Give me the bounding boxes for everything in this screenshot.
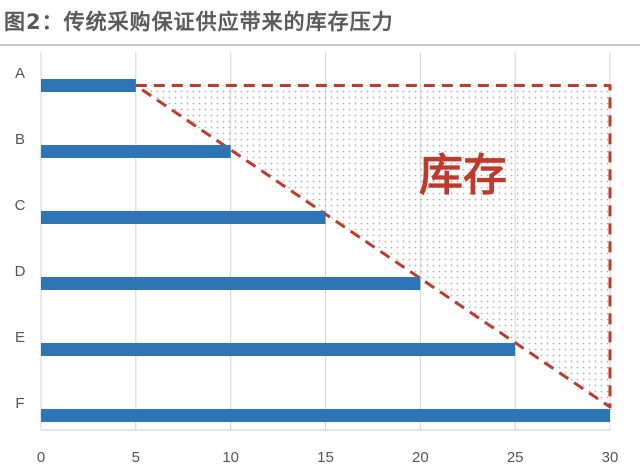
category-label-C: C <box>15 197 26 214</box>
x-tick-label-10: 10 <box>222 449 239 466</box>
bar-A <box>41 79 136 92</box>
category-label-B: B <box>15 131 25 148</box>
bar-E <box>41 343 516 356</box>
bar-B <box>41 145 231 158</box>
category-label-D: D <box>15 263 26 280</box>
inventory-label: 库存 <box>419 150 507 201</box>
bar-C <box>41 211 326 224</box>
x-tick-label-30: 30 <box>602 449 619 466</box>
category-label-E: E <box>15 329 25 346</box>
category-label-F: F <box>15 395 24 412</box>
bar-F <box>41 409 610 422</box>
title-divider <box>0 44 640 46</box>
x-tick-label-15: 15 <box>317 449 334 466</box>
x-tick-label-20: 20 <box>412 449 429 466</box>
category-label-A: A <box>15 65 25 82</box>
x-tick-label-25: 25 <box>507 449 524 466</box>
bars <box>41 79 610 422</box>
figure-title: 图2：传统采购保证供应带来的库存压力 <box>4 10 394 34</box>
inventory-outline <box>134 84 612 409</box>
category-labels: A B C D E F <box>15 65 26 412</box>
x-tick-label-5: 5 <box>132 449 140 466</box>
x-axis-ticks: 0 5 10 15 20 25 30 <box>37 449 619 466</box>
x-tick-label-0: 0 <box>37 449 45 466</box>
inventory-annotation: 库存 <box>134 84 612 409</box>
bar-D <box>41 277 421 290</box>
